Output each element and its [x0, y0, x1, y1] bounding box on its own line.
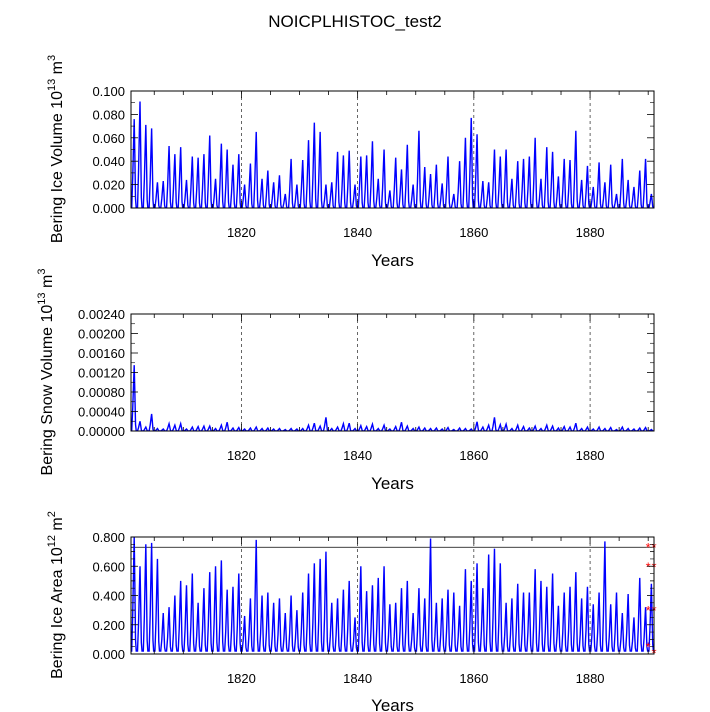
y-tick-label: 0.00240	[78, 307, 125, 322]
y-tick-label: 0.020	[92, 178, 125, 193]
marker-point: *	[646, 559, 651, 574]
y-tick-label: 0.040	[92, 154, 125, 169]
marker-point: *	[646, 603, 651, 618]
y-tick-label: 0.200	[92, 618, 125, 633]
x-tick-label: 1880	[576, 448, 605, 463]
marker-point: *	[646, 640, 651, 655]
plot-frame	[130, 313, 655, 432]
y-tick-label: 0.800	[92, 530, 125, 545]
y-tick-label: 0.000	[92, 201, 125, 216]
y-axis-label: Bering Ice Volume 1013 m3	[46, 55, 66, 243]
y-tick-label: 0.080	[92, 107, 125, 122]
x-tick-label: 1820	[227, 448, 256, 463]
x-tick-label: 1860	[459, 448, 488, 463]
y-tick-label: 0.00040	[78, 405, 125, 420]
y-tick-label: 0.00000	[78, 424, 125, 439]
y-axis-label: Bering Snow Volume 1013 m3	[36, 269, 56, 476]
x-tick-label: 1880	[576, 671, 605, 686]
x-tick-label: 1860	[459, 671, 488, 686]
x-tick-label: 1820	[227, 671, 256, 686]
y-tick-label: 0.400	[92, 589, 125, 604]
panel-2: 1820 1840 1860 1880 0.00000 0.00040 0.00080 0.0…	[36, 269, 655, 493]
figure-title: NOICPLHISTOC_test2	[268, 12, 442, 31]
y-tick-label: 0.00200	[78, 327, 125, 342]
series-line	[131, 101, 654, 208]
x-axis-label: Years	[371, 474, 414, 493]
series-line	[131, 537, 654, 652]
x-axis-label: Years	[371, 251, 414, 270]
y-tick-label: 0.600	[92, 559, 125, 574]
marker-point: *	[646, 540, 651, 555]
y-tick-label: 0.00080	[78, 385, 125, 400]
y-tick-label: 0.00120	[78, 366, 125, 381]
x-tick-label: 1820	[227, 225, 256, 240]
x-tick-label: 1840	[343, 225, 372, 240]
y-axis-label: Bering Ice Area 1012 m2	[46, 511, 66, 679]
x-tick-label: 1840	[343, 671, 372, 686]
x-axis-label: Years	[371, 696, 414, 712]
y-tick-label: 0.000	[92, 647, 125, 662]
x-tick-label: 1880	[576, 225, 605, 240]
y-tick-label: 0.00160	[78, 346, 125, 361]
panel-3: * ** ** ** *1820 1840 1860 18800.0000.2000.4000…	[46, 511, 657, 712]
y-tick-label: 0.060	[92, 131, 125, 146]
y-tick-label: 0.100	[92, 84, 125, 99]
series-line	[131, 365, 654, 431]
x-tick-label: 1840	[343, 448, 372, 463]
x-tick-label: 1860	[459, 225, 488, 240]
panel-1: 1820 1840 1860 1880 0.000 0.020 0.040 0.060 0.08…	[46, 55, 655, 270]
